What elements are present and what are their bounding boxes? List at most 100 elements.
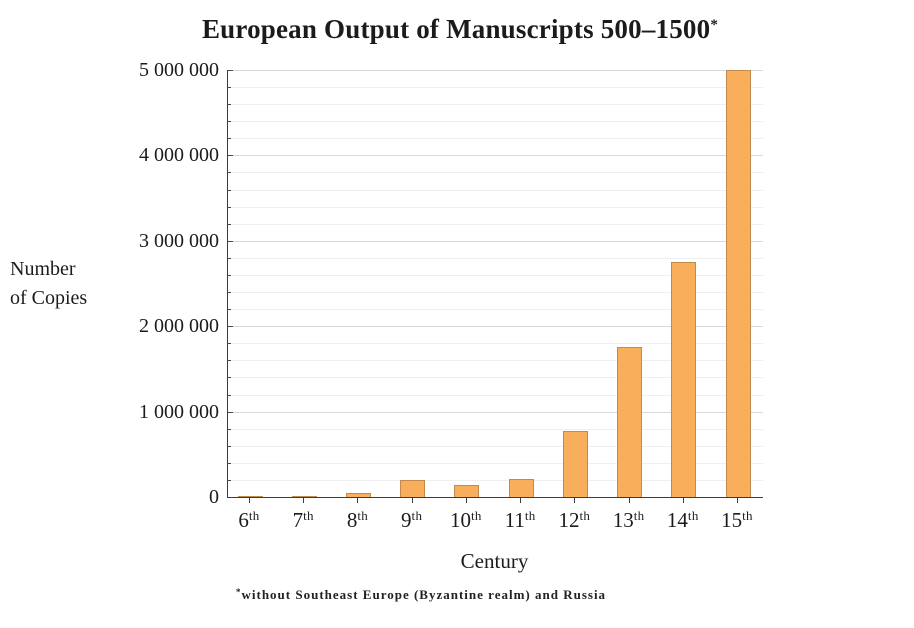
major-gridline [228, 70, 763, 71]
x-axis-title: Century [460, 549, 529, 573]
minor-gridline [228, 479, 763, 481]
minor-gridline [228, 445, 763, 447]
y-tick-label: 1 000 000 [139, 400, 219, 423]
bar-century-11th [508, 478, 534, 497]
y-axis-label-line2: of Copies [10, 287, 88, 309]
x-axis-tick [737, 498, 738, 503]
minor-gridline [228, 121, 763, 123]
y-axis-tick [228, 155, 233, 157]
x-tick-ordinal-suffix: th [357, 508, 369, 523]
minor-gridline [228, 104, 763, 106]
y-tick-label: 2 000 000 [139, 315, 219, 338]
x-tick-label: 10th [436, 508, 496, 533]
x-tick-ordinal-suffix: th [633, 508, 645, 523]
bar-century-15th [725, 70, 751, 497]
bar-century-14th [671, 262, 697, 497]
x-tick-ordinal-suffix: th [524, 508, 536, 523]
minor-gridline [228, 274, 763, 276]
bar-century-6th [237, 495, 263, 497]
x-axis-tick [682, 498, 684, 503]
y-tick-label: 3 000 000 [139, 229, 219, 252]
x-tick-label: 11th [490, 508, 550, 533]
footnote-marker: * [236, 587, 242, 597]
minor-gridline [228, 292, 763, 294]
x-tick-number: 6 [238, 508, 249, 532]
y-axis-tick [228, 206, 231, 208]
y-axis-tick [228, 189, 231, 191]
x-tick-number: 15 [721, 508, 743, 532]
y-axis-tick [228, 445, 231, 447]
chart-title-footnote-marker: * [710, 17, 719, 33]
y-tick-label: 0 [209, 486, 219, 508]
x-tick-ordinal-suffix: th [248, 508, 260, 523]
x-tick-number: 14 [666, 508, 688, 532]
major-gridline [228, 155, 763, 157]
x-tick-label: 8th [327, 508, 387, 533]
x-tick-number: 11 [504, 508, 525, 532]
bar-century-9th [400, 479, 426, 497]
x-tick-ordinal-suffix: th [303, 508, 314, 523]
minor-gridline [228, 360, 763, 362]
minor-gridline [228, 138, 763, 140]
x-tick-number: 7 [292, 508, 304, 532]
x-tick-label: 13th [599, 508, 659, 533]
y-axis-tick [228, 309, 231, 311]
minor-gridline [228, 343, 763, 345]
y-axis-tick [228, 428, 231, 430]
y-axis-tick [228, 172, 231, 174]
x-axis-tick [249, 498, 250, 503]
x-tick-number: 8 [346, 508, 358, 532]
y-axis-tick [228, 240, 233, 242]
footnote: *without Southeast Europe (Byzantine rea… [236, 587, 606, 603]
x-tick-ordinal-suffix: th [687, 508, 699, 523]
x-tick-ordinal-suffix: th [742, 508, 753, 523]
x-tick-number: 9 [401, 508, 412, 532]
minor-gridline [228, 223, 763, 225]
major-gridline [228, 240, 763, 242]
y-axis-tick [228, 411, 233, 413]
chart-title-text: European Output of Manuscripts 500–1500 [201, 14, 711, 44]
y-axis-tick [228, 138, 231, 140]
chart-title: European Output of Manuscripts 500–1500* [60, 14, 860, 45]
minor-gridline [228, 87, 763, 89]
minor-gridline [228, 172, 763, 174]
minor-gridline [228, 189, 763, 191]
y-axis-tick [228, 360, 231, 362]
y-axis-tick [228, 394, 231, 396]
y-axis-tick [228, 104, 231, 106]
x-axis-tick [628, 498, 630, 503]
plot-area [227, 70, 763, 498]
y-axis-tick [228, 274, 231, 276]
y-axis-tick [228, 292, 231, 294]
x-tick-ordinal-suffix: th [579, 508, 591, 523]
bar-century-8th [345, 493, 371, 497]
x-axis-tick [303, 498, 305, 503]
y-axis-tick [228, 479, 231, 481]
x-axis-tick [411, 498, 413, 503]
y-axis-tick [228, 223, 231, 225]
bar-century-10th [454, 485, 480, 497]
y-axis-tick [228, 87, 231, 89]
x-tick-number: 12 [558, 508, 580, 532]
x-tick-label: 7th [273, 508, 333, 533]
y-tick-label: 4 000 000 [139, 144, 219, 167]
x-tick-ordinal-suffix: th [411, 508, 423, 523]
x-axis-tick [520, 498, 522, 503]
y-axis-tick [228, 462, 231, 464]
minor-gridline [228, 462, 763, 464]
x-axis-tick [574, 498, 576, 503]
y-axis-tick [228, 121, 231, 123]
y-axis-label-line1: Number [10, 258, 76, 280]
x-tick-number: 13 [612, 508, 634, 532]
y-axis-tick [228, 343, 231, 345]
x-tick-number: 10 [450, 508, 472, 532]
minor-gridline [228, 257, 763, 259]
major-gridline [228, 326, 763, 328]
minor-gridline [228, 206, 763, 208]
x-tick-label: 14th [653, 508, 713, 533]
x-tick-label: 12th [544, 508, 604, 533]
x-axis-tick [465, 498, 467, 503]
footnote-text: without Southeast Europe (Byzantine real… [241, 587, 607, 602]
minor-gridline [228, 377, 763, 379]
